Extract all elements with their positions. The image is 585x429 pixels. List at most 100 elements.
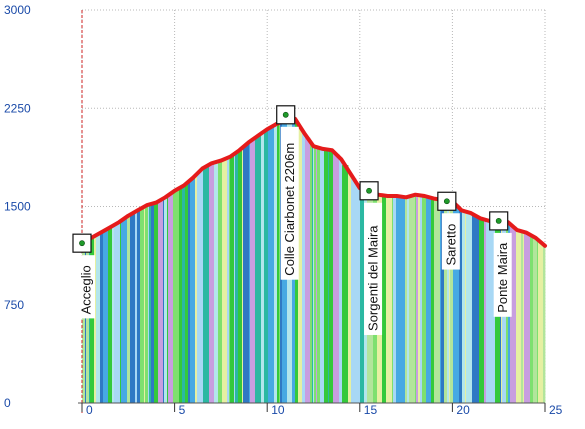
terrain-stripe bbox=[484, 219, 487, 403]
profile-line-group bbox=[80, 116, 547, 248]
waypoint-label: Acceglio bbox=[79, 265, 94, 314]
terrain-stripe bbox=[434, 199, 441, 403]
terrain-stripe bbox=[537, 239, 539, 403]
terrain-stripe bbox=[158, 200, 164, 403]
terrain-stripe bbox=[264, 130, 269, 403]
terrain-stripe bbox=[220, 160, 223, 403]
terrain-stripe bbox=[190, 178, 196, 403]
terrain-stripe bbox=[182, 185, 186, 403]
waypoint-label-bg bbox=[280, 126, 299, 280]
waypoint-label: Ponte Maira bbox=[495, 242, 510, 313]
terrain-stripe bbox=[523, 231, 525, 403]
terrain-stripe bbox=[168, 193, 174, 403]
terrain-stripe bbox=[250, 139, 256, 403]
terrain-stripe bbox=[317, 147, 321, 403]
terrain-stripe bbox=[449, 200, 451, 403]
terrain-stripe bbox=[234, 153, 236, 403]
waypoint-label: Colle Ciarbonet 2206m bbox=[282, 143, 297, 276]
terrain-stripe bbox=[396, 196, 401, 403]
terrain-stripe bbox=[479, 218, 485, 403]
terrain-stripe bbox=[305, 137, 311, 403]
terrain-stripe bbox=[274, 124, 278, 403]
terrain-stripe bbox=[356, 185, 361, 403]
terrain-stripe bbox=[440, 199, 442, 403]
terrain-stripe bbox=[462, 210, 466, 403]
terrain-stripe bbox=[400, 196, 406, 403]
terrain-stripe bbox=[86, 240, 90, 403]
terrain-stripe bbox=[103, 229, 109, 403]
x-tick-label: 0 bbox=[86, 403, 93, 417]
terrain-stripe bbox=[538, 241, 544, 403]
terrain-stripe bbox=[89, 238, 91, 403]
terrain-stripe bbox=[255, 136, 260, 403]
profile-line bbox=[80, 116, 547, 248]
terrain-stripe bbox=[137, 209, 141, 403]
terrain-stripe bbox=[524, 232, 531, 403]
terrain-stripe bbox=[316, 147, 318, 403]
terrain-stripe bbox=[261, 132, 264, 403]
terrain-stripe bbox=[96, 234, 101, 403]
terrain-stripe bbox=[521, 231, 524, 403]
terrain-stripe bbox=[229, 157, 231, 403]
y-tick-label: 750 bbox=[4, 298, 24, 312]
waypoint-marker-dot bbox=[443, 198, 450, 205]
terrain-stripe bbox=[342, 165, 349, 403]
terrain-stripe bbox=[151, 203, 155, 403]
waypoint-label: Saretto bbox=[443, 224, 458, 266]
axes bbox=[78, 10, 546, 413]
terrain-stripe bbox=[100, 232, 104, 403]
waypoint: Colle Ciarbonet 2206m bbox=[276, 105, 299, 280]
y-tick-label: 0 bbox=[4, 396, 11, 410]
terrain-stripe bbox=[163, 198, 165, 403]
terrain-stripe bbox=[409, 195, 416, 403]
terrain-stripe bbox=[197, 170, 204, 403]
waypoint-label-bg bbox=[441, 213, 460, 270]
terrain-stripe bbox=[416, 194, 419, 403]
waypoint: Ponte Maira bbox=[489, 211, 512, 317]
terrain-stripe bbox=[386, 196, 393, 403]
terrain-stripe bbox=[453, 204, 460, 403]
terrain-stripe bbox=[203, 166, 210, 403]
terrain-stripe bbox=[431, 198, 435, 403]
terrain-stripe bbox=[167, 195, 169, 403]
terrain-stripe bbox=[476, 216, 480, 403]
terrain-stripe bbox=[310, 142, 313, 403]
x-tick-label: 10 bbox=[271, 403, 285, 417]
terrain-stripe bbox=[418, 195, 421, 403]
terrain-stripe bbox=[90, 237, 95, 403]
terrain-stripe bbox=[218, 161, 221, 403]
waypoint-label-bg bbox=[364, 202, 383, 335]
terrain-stripe bbox=[472, 214, 477, 403]
waypoint-label: Sorgenti del Maira bbox=[366, 225, 381, 331]
x-tick-label: 5 bbox=[179, 403, 186, 417]
waypoints: Acceglio Colle Ciarbonet 2206m Sorgenti de… bbox=[72, 105, 512, 335]
terrain-stripe bbox=[407, 196, 410, 403]
terrain-stripe bbox=[312, 144, 314, 403]
terrain-stripe bbox=[149, 204, 152, 403]
terrain-stripe bbox=[299, 127, 303, 403]
terrain-stripe bbox=[516, 230, 522, 403]
terrain-stripe bbox=[144, 206, 146, 403]
terrain-stripe bbox=[154, 202, 159, 403]
terrain-stripe bbox=[85, 241, 87, 403]
terrain-stripe bbox=[543, 244, 546, 403]
waypoint: Sorgenti del Maira bbox=[359, 181, 383, 335]
waypoint-marker-dot bbox=[366, 187, 372, 194]
y-tick-label: 2250 bbox=[4, 101, 31, 115]
terrain-stripe bbox=[173, 189, 180, 403]
terrain-stripe bbox=[450, 201, 454, 403]
terrain-stripe bbox=[444, 200, 448, 403]
terrain-stripe bbox=[188, 181, 191, 403]
terrain-stripe bbox=[486, 220, 493, 403]
terrain-stripe bbox=[121, 218, 128, 403]
terrain-stripe bbox=[243, 144, 250, 403]
terrain-stripe bbox=[465, 211, 467, 403]
terrain-stripe bbox=[313, 146, 315, 404]
terrain-stripe bbox=[82, 242, 86, 403]
terrain-stripe bbox=[393, 196, 397, 403]
terrain-stripe bbox=[164, 197, 168, 403]
terrain-stripe bbox=[441, 199, 445, 403]
terrain-stripe bbox=[120, 221, 122, 403]
terrain-stripe bbox=[230, 155, 235, 403]
terrain-stripe bbox=[459, 209, 463, 403]
